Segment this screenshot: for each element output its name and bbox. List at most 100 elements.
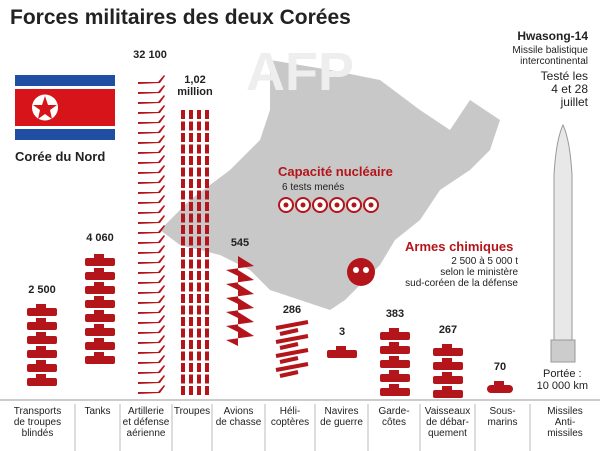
troop-icon <box>197 328 201 338</box>
tank-turret <box>94 338 104 343</box>
helicopter-icon <box>275 334 309 350</box>
troop-icon <box>197 340 201 349</box>
troop-icon <box>205 202 209 211</box>
troop-icon <box>181 294 185 303</box>
troop-icon <box>205 259 209 269</box>
sub-icon <box>487 385 513 393</box>
artillery-icon <box>138 125 165 134</box>
troop-icon <box>205 225 209 234</box>
tank-icon <box>85 300 115 308</box>
troop-icon <box>189 110 193 119</box>
category-label: Héli- coptères <box>270 406 310 428</box>
category-label: Missiles Anti- missiles <box>547 406 583 439</box>
plane-icon <box>226 270 254 290</box>
troop-icon <box>205 179 209 188</box>
artillery-icon <box>138 105 165 114</box>
landing-turret <box>442 358 452 363</box>
artillery-icon <box>138 295 165 304</box>
artillery-icon <box>138 115 165 124</box>
troop-icon <box>197 121 201 131</box>
value-label: 3 <box>338 326 346 338</box>
category-label: Tanks <box>84 406 111 417</box>
troop-icon <box>197 317 201 326</box>
category-label: Sous- marins <box>487 406 518 428</box>
tank-turret <box>94 324 104 329</box>
category-label: Navires de guerre <box>320 406 363 428</box>
sub-turret <box>494 381 504 386</box>
troop-icon <box>181 202 185 211</box>
troop-icon <box>181 110 185 119</box>
troop-icon <box>197 236 201 246</box>
ship-turret <box>336 346 346 351</box>
tank-icon <box>85 342 115 350</box>
troop-icon <box>189 351 193 361</box>
troop-icon <box>181 259 185 269</box>
artillery-icon <box>138 375 165 384</box>
apc-turret <box>36 304 46 309</box>
category-label: Artillerie et défense aérienne <box>122 406 170 439</box>
troop-icon <box>205 236 209 246</box>
troop-icon <box>181 282 185 292</box>
coast-icon <box>380 346 410 354</box>
flag-label: Corée du Nord <box>15 149 106 164</box>
tank-icon <box>85 286 115 294</box>
landing-icon <box>433 376 463 384</box>
tank-turret <box>94 254 104 259</box>
artillery-icon <box>138 165 165 174</box>
apc-turret <box>36 346 46 351</box>
plane-icon <box>226 326 254 346</box>
apc-turret <box>36 332 46 337</box>
tank-icon <box>85 328 115 336</box>
artillery-icon <box>138 195 165 204</box>
apc-icon <box>27 322 57 330</box>
coast-icon <box>380 360 410 368</box>
value-label: 2 500 <box>28 284 56 296</box>
coast-turret <box>389 384 399 389</box>
nuclear-core <box>300 202 306 208</box>
coast-turret <box>389 356 399 361</box>
artillery-icon <box>138 315 165 324</box>
troop-icon <box>181 374 185 384</box>
artillery-icon <box>138 305 165 314</box>
troop-icon <box>189 259 193 269</box>
nuclear-core <box>368 202 374 208</box>
troop-icon <box>205 248 209 257</box>
artillery-icon <box>138 135 165 144</box>
value-label: 267 <box>438 324 458 336</box>
troop-icon <box>197 363 201 372</box>
apc-turret <box>36 360 46 365</box>
landing-turret <box>442 344 452 349</box>
artillery-icon <box>138 215 165 224</box>
artillery-icon <box>138 255 165 264</box>
troop-icon <box>189 305 193 315</box>
troop-icon <box>189 294 193 303</box>
flag <box>15 75 115 140</box>
troop-icon <box>197 294 201 303</box>
value-label: 1,02 million <box>177 74 213 99</box>
troop-icon <box>181 190 185 200</box>
nuclear-core <box>283 202 289 208</box>
artillery-icon <box>138 355 165 364</box>
artillery-icon <box>138 235 165 244</box>
troop-icon <box>181 179 185 188</box>
troop-icon <box>197 110 201 119</box>
coast-icon <box>380 388 410 396</box>
troop-icon <box>181 213 185 223</box>
value-label: 286 <box>282 304 302 316</box>
nuclear-icons <box>278 197 379 213</box>
troop-icon <box>189 282 193 292</box>
troop-icon <box>197 179 201 188</box>
troop-icon <box>189 133 193 142</box>
troop-icon <box>189 317 193 326</box>
troop-icon <box>197 156 201 165</box>
plane-icon <box>226 312 254 332</box>
troop-icon <box>205 156 209 165</box>
nuclear-note: 6 tests menés <box>282 182 345 193</box>
troop-icon <box>181 144 185 154</box>
troop-icon <box>181 167 185 177</box>
tank-icon <box>85 258 115 266</box>
artillery-icon <box>138 385 165 394</box>
coast-turret <box>389 370 399 375</box>
artillery-icon <box>138 275 165 284</box>
